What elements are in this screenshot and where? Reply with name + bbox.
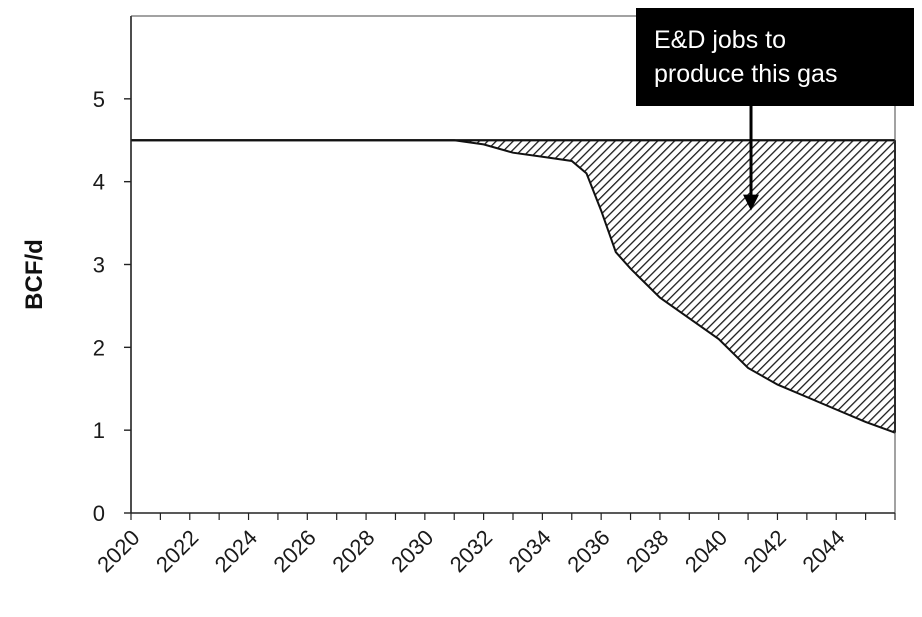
x-tick-label: 2030: [386, 525, 438, 577]
x-tick-label: 2036: [562, 525, 614, 577]
callout-arrow-head: [743, 194, 760, 211]
annotation-callout: E&D jobs to produce this gas: [636, 8, 914, 211]
y-tick-label: 4: [93, 170, 105, 195]
callout-text-line: E&D jobs to: [654, 26, 786, 54]
x-tick-label: 2026: [269, 525, 321, 577]
x-tick-label: 2044: [797, 525, 849, 577]
x-tick-label: 2024: [210, 525, 262, 577]
x-tick-label: 2020: [92, 525, 144, 577]
y-tick-label: 3: [93, 253, 105, 278]
hatched-gap-area: [131, 140, 895, 433]
y-tick-label: 0: [93, 501, 105, 526]
x-tick-label: 2032: [445, 525, 497, 577]
callout-text-line: produce this gas: [654, 60, 837, 88]
y-axis-title: BCF/d: [21, 239, 48, 310]
declining-production-line: [131, 139, 896, 434]
x-tick-label: 2042: [739, 525, 791, 577]
y-tick-label: 1: [93, 418, 105, 443]
x-tick-label: 2034: [504, 525, 556, 577]
x-tick-label: 2038: [621, 525, 673, 577]
x-tick-label: 2028: [327, 525, 379, 577]
x-tick-label: 2022: [151, 525, 203, 577]
x-tick-label: 2040: [680, 525, 732, 577]
y-tick-label: 5: [93, 87, 105, 112]
y-tick-label: 2: [93, 335, 105, 360]
callout-box: [636, 8, 914, 106]
